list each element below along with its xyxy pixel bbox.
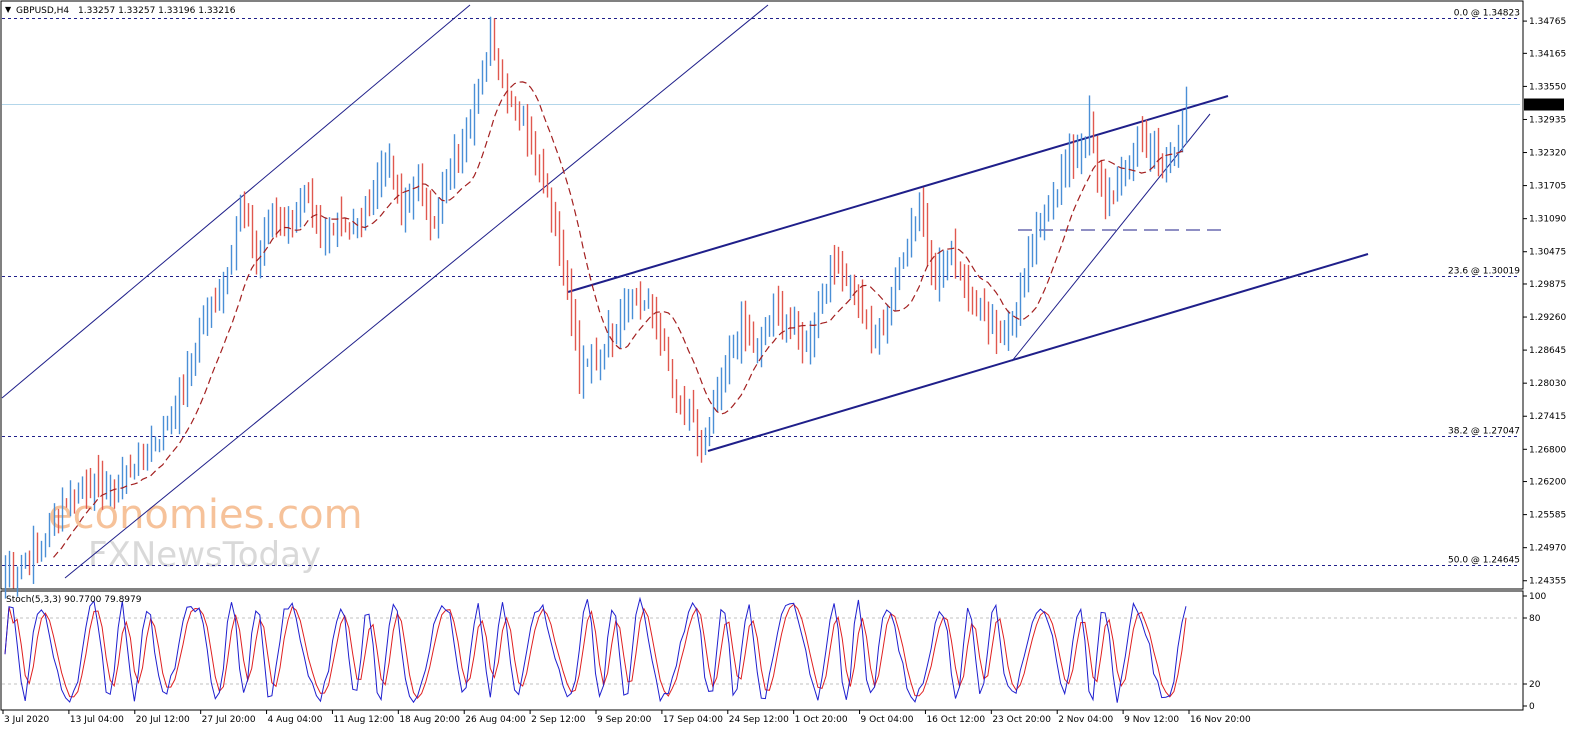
price-axis-label: 1.27415 xyxy=(1529,412,1566,422)
stochastic-label: Stoch(5,3,3) 90.7700 79.8979 xyxy=(6,595,142,605)
watermark-line2: FXNewsToday xyxy=(88,535,321,575)
short-term-support-line xyxy=(1011,113,1211,362)
channel-upper-bound xyxy=(567,95,1229,293)
stochastic-main-line xyxy=(4,596,1187,704)
price-axis-label: 1.33550 xyxy=(1529,82,1566,92)
time-axis-label: 27 Jul 20:00 xyxy=(202,715,256,725)
fib-level-label: 0.0 @ 1.34823 xyxy=(1454,9,1520,19)
fib-level-label: 50.0 @ 1.24645 xyxy=(1448,556,1520,566)
time-axis-label: 2 Sep 12:00 xyxy=(531,715,586,725)
price-axis-label: 1.34765 xyxy=(1529,17,1566,27)
time-axis-label: 18 Aug 20:00 xyxy=(399,715,460,725)
price-axis-label: 1.30475 xyxy=(1529,248,1566,258)
price-axis-label: 1.24355 xyxy=(1529,577,1566,587)
price-axis-label: 1.31090 xyxy=(1529,215,1566,225)
price-axis-label: 1.28645 xyxy=(1529,346,1566,356)
watermark-line1: economies.com xyxy=(48,492,363,538)
fib-level-label: 23.6 @ 1.30019 xyxy=(1448,267,1520,277)
stochastic-axis-label: 80 xyxy=(1529,614,1541,624)
oscillator-pane-frame xyxy=(0,590,1524,711)
price-axis-label: 1.29875 xyxy=(1529,280,1566,290)
stochastic-axis-label: 100 xyxy=(1529,592,1546,602)
symbol-menu-arrow-icon[interactable]: ▼ xyxy=(5,5,12,14)
stochastic-axis-label: 20 xyxy=(1529,680,1541,690)
stochastic-layer: 100 80 20 0 xyxy=(2,592,1546,712)
channel-lower-bound xyxy=(707,253,1369,452)
time-axis-label: 1 Oct 20:00 xyxy=(795,715,848,725)
time-axis-label: 9 Nov 12:00 xyxy=(1124,715,1179,725)
price-axis-label: 1.26800 xyxy=(1529,445,1566,455)
trendlines-layer xyxy=(1,4,1369,579)
price-axis-label: 1.24970 xyxy=(1529,544,1566,554)
time-axis-label: 20 Jul 12:00 xyxy=(136,715,190,725)
moving-average-layer xyxy=(53,81,1187,558)
current-price-tag xyxy=(1524,98,1564,111)
fib-level-label: 38.2 @ 1.27047 xyxy=(1448,427,1520,437)
time-axis-label: 16 Oct 12:00 xyxy=(926,715,985,725)
stochastic-signal-line xyxy=(4,603,1187,700)
time-axis-label: 2 Nov 04:00 xyxy=(1058,715,1113,725)
price-axis-label: 1.28030 xyxy=(1529,379,1566,389)
price-axis-label: 1.29260 xyxy=(1529,313,1566,323)
fib-levels-layer: 0.0 @ 1.34823 23.6 @ 1.30019 38.2 @ 1.2704… xyxy=(2,9,1520,566)
time-axis-label: 11 Aug 12:00 xyxy=(333,715,394,725)
candles-layer xyxy=(4,16,1188,599)
current-price-value: 1.33216 xyxy=(1527,101,1564,111)
main-pane-frame xyxy=(0,0,1524,590)
ohlc-readout: 1.33257 1.33257 1.33196 1.33216 xyxy=(78,6,236,16)
price-axis-label: 1.32320 xyxy=(1529,149,1566,159)
time-axis-label: 24 Sep 12:00 xyxy=(729,715,789,725)
price-axis-label: 1.26200 xyxy=(1529,478,1566,488)
time-axis-label: 13 Jul 04:00 xyxy=(70,715,124,725)
price-axis-label: 1.25585 xyxy=(1529,511,1566,521)
moving-average-line xyxy=(53,81,1187,558)
time-axis-label: 3 Jul 2020 xyxy=(4,715,49,725)
price-axis-label: 1.31705 xyxy=(1529,182,1566,192)
price-axis-label: 1.32935 xyxy=(1529,115,1566,125)
upper-rising-channel-line xyxy=(1,4,471,399)
time-axis-label: 4 Aug 04:00 xyxy=(268,715,323,725)
stochastic-axis-label: 0 xyxy=(1529,702,1535,712)
axes-layer: 1.34765 1.34165 1.33550 1.32935 1.32320 1.317… xyxy=(2,17,1566,725)
time-axis-label: 23 Oct 20:00 xyxy=(992,715,1051,725)
symbol-label: GBPUSD,H4 xyxy=(16,6,69,16)
time-axis-label: 16 Nov 20:00 xyxy=(1190,715,1251,725)
time-axis-label: 9 Sep 20:00 xyxy=(597,715,652,725)
time-axis-label: 9 Oct 04:00 xyxy=(861,715,914,725)
time-axis-label: 17 Sep 04:00 xyxy=(663,715,723,725)
time-axis-label: 26 Aug 04:00 xyxy=(465,715,526,725)
price-axis-label: 1.34165 xyxy=(1529,49,1566,59)
lower-rising-channel-line xyxy=(64,4,769,579)
